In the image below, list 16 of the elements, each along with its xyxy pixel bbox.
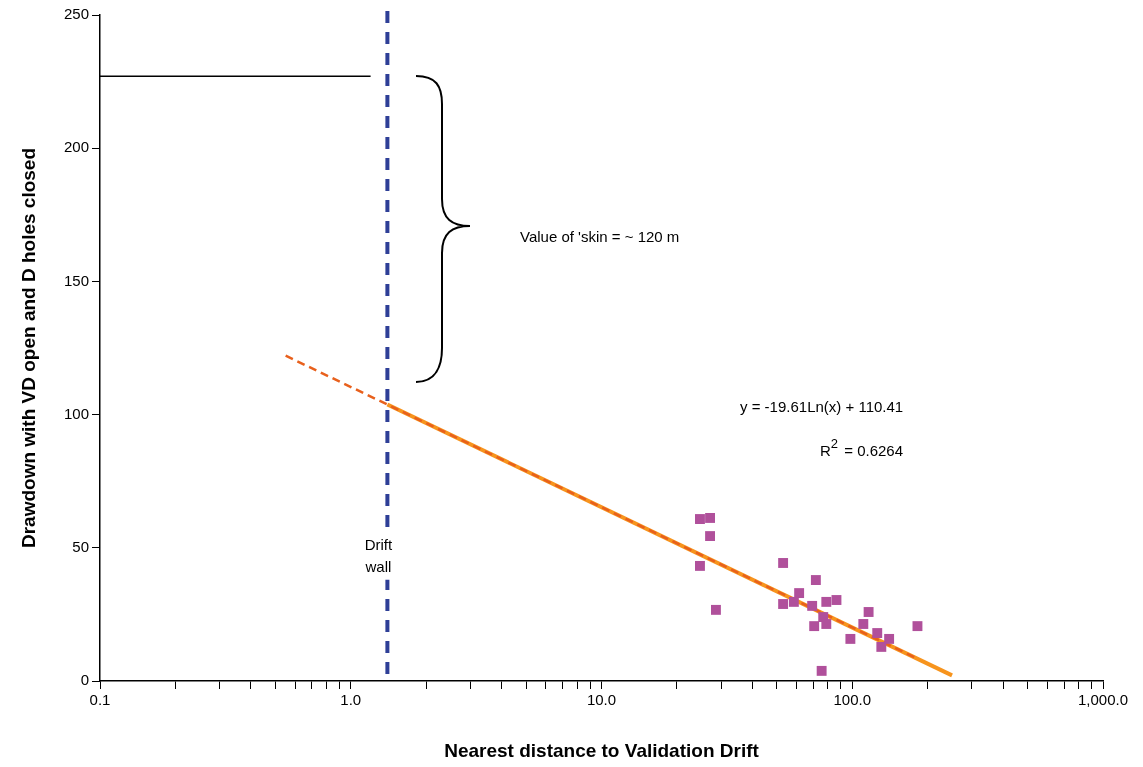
y-tick-label: 100	[63, 404, 89, 422]
y-tick-label: 0	[80, 671, 89, 689]
y-tick-label: 50	[72, 537, 89, 555]
x-tick-label: 100.0	[833, 691, 872, 709]
x-axis-title: Nearest distance to Validation Drift	[444, 739, 760, 761]
y-axis-title: Drawdown with VD open and D holes closed	[17, 147, 39, 549]
annotation: y = -19.61Ln(x) + 110.41	[740, 398, 904, 416]
x-tick-label: 1.0	[340, 691, 362, 709]
x-tick-label: 0.1	[89, 691, 111, 709]
y-tick-label: 250	[63, 5, 89, 23]
x-tick-label: 10.0	[586, 691, 617, 709]
y-tick-label: 200	[63, 138, 89, 156]
ref-line-label: Drift wall	[364, 535, 393, 575]
x-tick-label: 1,000.0	[1077, 691, 1129, 709]
annotation: Value of 'skin = ~ 120 m	[520, 228, 680, 246]
y-tick-label: 150	[63, 271, 89, 289]
